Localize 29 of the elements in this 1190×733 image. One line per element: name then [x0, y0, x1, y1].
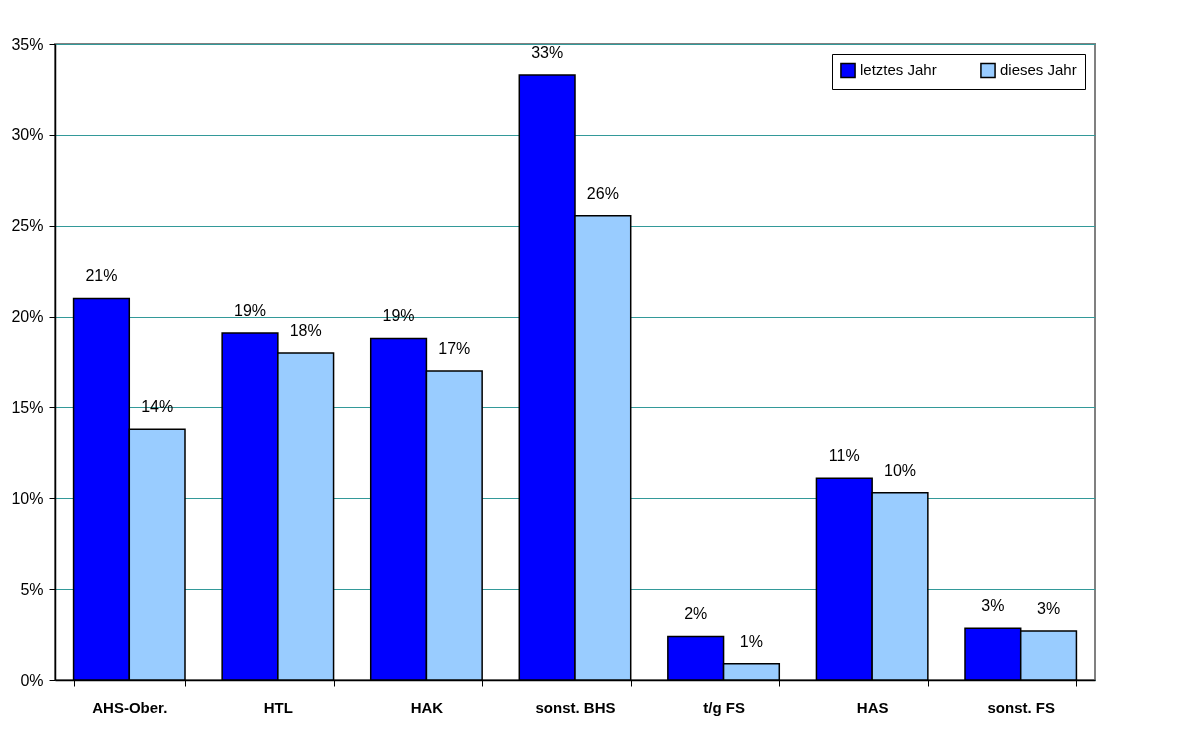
y-tick-label: 0%	[20, 671, 44, 689]
data-label: 17%	[438, 340, 471, 358]
x-tick-label: sonst. BHS	[535, 698, 616, 716]
data-label: 3%	[1037, 599, 1061, 617]
data-label: 33%	[531, 43, 564, 61]
data-label: 26%	[586, 184, 619, 202]
x-tick-label: HTL	[263, 698, 293, 716]
data-label: 21%	[85, 267, 118, 285]
x-tick-label: HAK	[410, 698, 444, 716]
x-tick-label: HAS	[856, 698, 889, 716]
legend-label: letztes Jahr	[860, 61, 937, 79]
y-tick-label: 10%	[11, 489, 44, 507]
legend-label: dieses Jahr	[1000, 61, 1077, 79]
data-label: 18%	[289, 321, 322, 339]
x-tick-label: t/g FS	[703, 698, 745, 716]
y-tick-label: 15%	[11, 398, 44, 416]
data-label: 1%	[739, 632, 763, 650]
y-tick-label: 30%	[11, 126, 44, 144]
data-label: 10%	[883, 461, 917, 479]
x-tick-label: AHS-Ober.	[92, 698, 168, 716]
data-label: 19%	[233, 301, 267, 319]
x-tick-label: sonst. FS	[987, 698, 1055, 716]
y-tick-label: 20%	[11, 308, 44, 326]
y-tick-label: 25%	[11, 217, 44, 235]
data-label: 11%	[828, 447, 860, 465]
data-label: 3%	[981, 597, 1005, 615]
data-label: 2%	[684, 605, 708, 623]
y-tick-label: 35%	[11, 35, 44, 53]
y-tick-label: 5%	[20, 580, 44, 598]
